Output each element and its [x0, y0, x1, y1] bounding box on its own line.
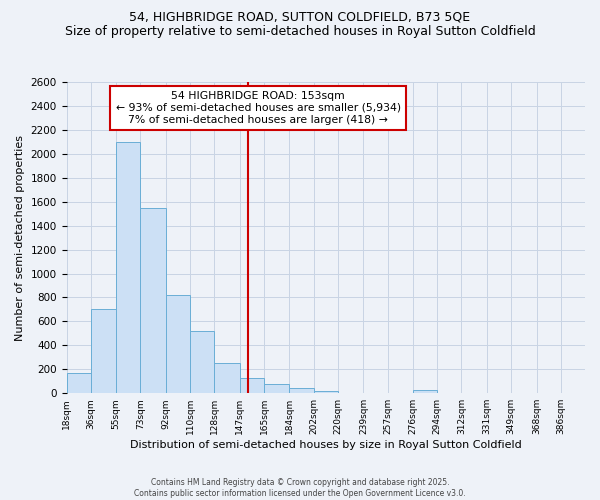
Bar: [289, 388, 314, 393]
Bar: [140, 208, 166, 393]
Bar: [190, 331, 214, 393]
Bar: [91, 310, 116, 393]
X-axis label: Distribution of semi-detached houses by size in Royal Sutton Coldfield: Distribution of semi-detached houses by …: [130, 440, 521, 450]
Text: 54 HIGHBRIDGE ROAD: 153sqm
← 93% of semi-detached houses are smaller (5,934)
7% : 54 HIGHBRIDGE ROAD: 153sqm ← 93% of semi…: [116, 92, 401, 124]
Bar: [264, 384, 289, 393]
Bar: [67, 373, 91, 393]
Bar: [116, 142, 140, 393]
Y-axis label: Number of semi-detached properties: Number of semi-detached properties: [15, 134, 25, 340]
Bar: [413, 390, 437, 393]
Bar: [314, 392, 338, 393]
Text: Contains HM Land Registry data © Crown copyright and database right 2025.
Contai: Contains HM Land Registry data © Crown c…: [134, 478, 466, 498]
Bar: [240, 378, 264, 393]
Bar: [214, 362, 240, 393]
Text: 54, HIGHBRIDGE ROAD, SUTTON COLDFIELD, B73 5QE
Size of property relative to semi: 54, HIGHBRIDGE ROAD, SUTTON COLDFIELD, B…: [65, 10, 535, 38]
Bar: [166, 295, 190, 393]
